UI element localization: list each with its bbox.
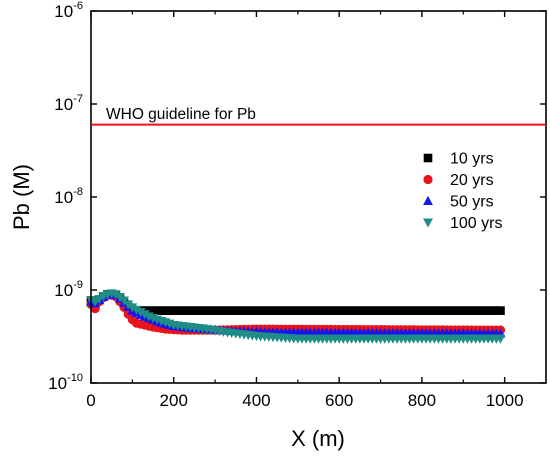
series-100-yrs [86,289,506,344]
legend-label: 100 yrs [450,215,502,232]
legend-label: 50 yrs [450,194,494,211]
y-tick-base: 10 [54,281,73,300]
legend-marker [423,174,433,185]
y-tick-exponent: -7 [73,93,83,105]
data-point [496,306,505,315]
x-tick-label: 1000 [486,391,524,410]
y-tick-label: 10-8 [54,186,83,207]
y-tick-base: 10 [48,374,67,393]
data-point [495,334,506,344]
y-tick-exponent: -10 [67,372,83,384]
y-tick-base: 10 [54,2,73,21]
data-point [131,305,142,315]
x-tick-label: 800 [408,391,436,410]
y-tick-base: 10 [54,95,73,114]
y-tick-label: 10-6 [54,0,83,21]
y-tick-exponent: -9 [73,279,83,291]
y-tick-exponent: -8 [73,186,83,198]
y-tick-label: 10-9 [54,279,83,300]
data-point [127,303,138,313]
y-tick-base: 10 [54,188,73,207]
data-point [123,300,134,310]
who-guideline-label: WHO guideline for Pb [106,106,256,123]
y-tick-exponent: -6 [73,0,83,12]
legend-marker [423,153,433,163]
legend-label: 20 yrs [450,172,494,189]
x-tick-label: 0 [86,391,95,410]
y-tick-label: 10-7 [54,93,83,114]
legend-marker [423,218,433,228]
y-tick-label: 10-10 [48,372,83,393]
x-axis-title: X (m) [291,426,345,451]
x-tick-label: 400 [242,391,270,410]
legend-label: 10 yrs [450,151,494,168]
y-axis-title: Pb (M) [9,164,34,230]
legend: 10 yrs 20 yrs 50 yrs 100 yrs [423,151,502,232]
x-tick-label: 600 [325,391,353,410]
data-point [110,290,121,300]
series-10-yrs [86,289,505,315]
x-tick-label: 200 [160,391,188,410]
legend-marker [423,195,433,205]
series-layer [86,289,506,344]
